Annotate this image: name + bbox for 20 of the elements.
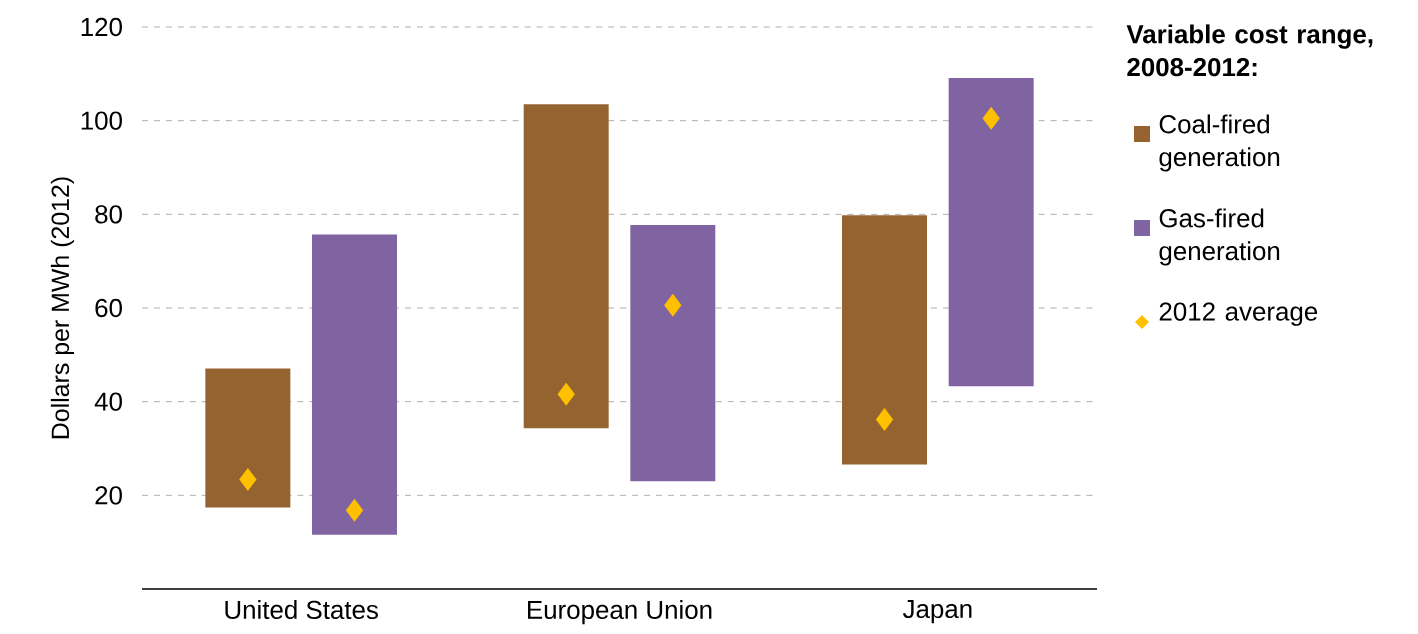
bar (842, 215, 928, 465)
y-tick-label: 20 (95, 486, 122, 505)
y-axis-title: Dollars per MWh (2012) (50, 177, 75, 439)
legend-label: 2012 average (1159, 302, 1318, 326)
x-tick-label: European Union (528, 600, 712, 625)
bar (311, 234, 397, 535)
bar (523, 104, 609, 429)
y-tick-label: 40 (94, 392, 122, 411)
y-tick-label: 60 (95, 298, 122, 318)
y-tick-label: 120 (81, 17, 122, 37)
legend-label: Gas-fired generation (1159, 208, 1280, 266)
y-tick-label: 80 (95, 205, 122, 224)
legend-title: Variable cost range, 2008-2012: (1126, 24, 1373, 77)
bar (948, 78, 1034, 387)
bar (630, 225, 716, 482)
x-tick-label: Japan (902, 600, 972, 624)
x-tick-label: United States (225, 600, 378, 620)
bar (205, 368, 291, 508)
y-tick-label: 100 (81, 111, 122, 130)
legend-label: Coal-fired generation (1159, 114, 1280, 172)
